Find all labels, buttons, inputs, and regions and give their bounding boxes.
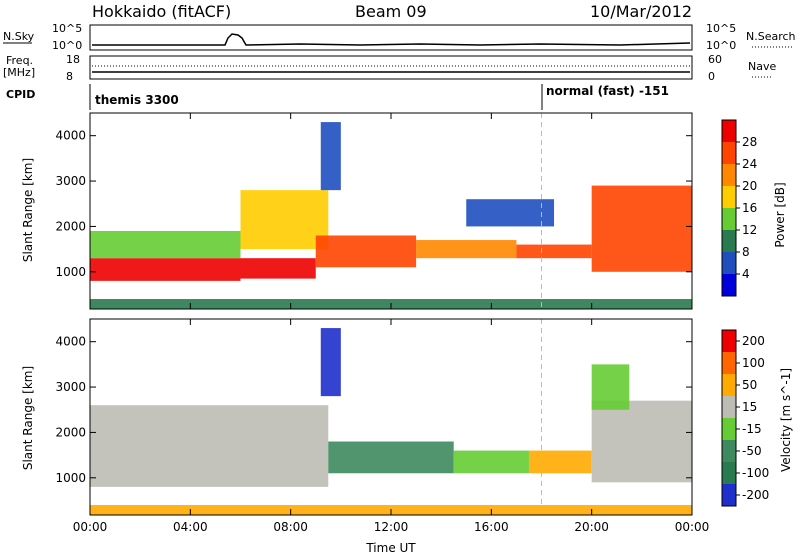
power-ylabel: Slant Range [km] xyxy=(21,158,35,262)
x-tick-label: 20:00 xyxy=(574,520,609,534)
data-region-1 xyxy=(328,441,454,474)
colorbar-tick-label: 24 xyxy=(742,157,757,171)
colorbar-tick-label: -15 xyxy=(742,422,762,436)
y-tick-label: 2000 xyxy=(55,219,86,233)
colorbar-swatch xyxy=(722,330,736,352)
colorbar-swatch xyxy=(722,230,736,252)
velocity-panel: 00:00 04:00 08:00 12:00 16:00 20:00 00:00 1000 2… xyxy=(55,318,769,534)
data-region-0 xyxy=(90,405,329,487)
date-title: 10/Mar/2012 xyxy=(590,2,692,21)
x-tick-label: 00:00 xyxy=(73,520,108,534)
colorbar-tick-label: 100 xyxy=(742,356,765,370)
nsky-tick-top: 10^5 xyxy=(52,22,82,35)
data-region-0 xyxy=(90,258,241,281)
freq-panel xyxy=(89,55,693,80)
colorbar-tick-label: 16 xyxy=(742,201,757,215)
colorbar-tick-label: -200 xyxy=(742,488,769,502)
colorbar-swatch xyxy=(722,208,736,230)
beam-title: Beam 09 xyxy=(355,2,427,21)
data-region-3 xyxy=(240,190,329,250)
colorbar-swatch xyxy=(722,374,736,396)
y-tick-label: 1000 xyxy=(55,471,86,485)
data-region-5 xyxy=(591,364,630,410)
x-tick-label: 08:00 xyxy=(273,520,308,534)
nsky-panel xyxy=(89,24,693,51)
x-tick-label: 04:00 xyxy=(173,520,208,534)
colorbar-tick-label: -50 xyxy=(742,444,762,458)
colorbar-swatch xyxy=(722,142,736,164)
nsearch-tick-bottom: 10^0 xyxy=(706,39,736,52)
nsearch-label: N.Search xyxy=(746,30,796,43)
colorbar-tick-label: 50 xyxy=(742,378,757,392)
nsky-trace xyxy=(92,33,691,46)
freq-label-2: [MHz] xyxy=(3,66,35,79)
colorbar-swatch xyxy=(722,252,736,274)
colorbar-swatch xyxy=(722,484,736,506)
colorbar-frame xyxy=(721,329,737,507)
colorbar-swatch xyxy=(722,396,736,418)
nsky-label: N.Sky xyxy=(3,30,35,43)
colorbar-tick-label: -100 xyxy=(742,466,769,480)
colorbar-swatch xyxy=(722,274,736,296)
y-tick-label: 2000 xyxy=(55,425,86,439)
x-tick-label: 16:00 xyxy=(474,520,509,534)
colorbar-swatch xyxy=(722,440,736,462)
data-region-8 xyxy=(466,199,555,227)
nave-tick-bottom: 0 xyxy=(708,70,715,83)
data-region-6 xyxy=(320,328,341,397)
data-region-5 xyxy=(416,240,517,259)
x-axis-label: Time UT xyxy=(365,541,416,554)
freq-tick-bottom: 8 xyxy=(66,70,73,83)
cpid-label: CPID xyxy=(6,88,35,101)
colorbar-swatch xyxy=(722,352,736,374)
power-colorbar-label: Power [dB] xyxy=(773,182,787,247)
x-tick-label: 00:00 xyxy=(675,520,710,534)
power-panel: 1000 2000 3000 4000 28 24 20 16 12 8 4 xyxy=(55,112,757,310)
cpid-segment-1: themis 3300 xyxy=(95,93,179,107)
y-tick-label: 4000 xyxy=(55,129,86,143)
velocity-colorbar-label: Velocity [m s^-1] xyxy=(779,368,793,472)
nsearch-tick-top: 10^5 xyxy=(706,22,736,35)
colorbar-tick-label: 12 xyxy=(742,223,757,237)
colorbar-tick-label: 15 xyxy=(742,400,757,414)
nave-label: Nave xyxy=(748,60,776,73)
y-tick-label: 3000 xyxy=(55,174,86,188)
y-tick-label: 4000 xyxy=(55,335,86,349)
data-region-2 xyxy=(453,450,529,474)
nave-tick-top: 60 xyxy=(708,53,722,66)
colorbar-swatch xyxy=(722,164,736,186)
freq-tick-top: 18 xyxy=(66,53,80,66)
data-region-3 xyxy=(528,450,592,474)
y-tick-label: 3000 xyxy=(55,380,86,394)
colorbar-swatch xyxy=(722,462,736,484)
colorbar-tick-label: 20 xyxy=(742,179,757,193)
data-region-1 xyxy=(90,230,241,259)
station-title: Hokkaido (fitACF) xyxy=(92,2,231,21)
data-region-6 xyxy=(516,244,592,259)
data-region-9 xyxy=(320,122,341,191)
y-tick-label: 1000 xyxy=(55,265,86,279)
data-region-4 xyxy=(315,235,417,268)
colorbar-swatch xyxy=(722,120,736,142)
colorbar-swatch xyxy=(722,186,736,208)
colorbar-tick-label: 4 xyxy=(742,267,750,281)
colorbar-swatch xyxy=(722,418,736,440)
data-region-2 xyxy=(240,258,316,279)
freq-label-1: Freq. xyxy=(6,54,33,67)
colorbar-tick-label: 28 xyxy=(742,135,757,149)
colorbar-tick-label: 8 xyxy=(742,245,750,259)
colorbar-tick-label: 200 xyxy=(742,334,765,348)
nsky-tick-bottom: 10^0 xyxy=(52,39,82,52)
data-region-4 xyxy=(591,400,692,483)
cpid-segment-2: normal (fast) -151 xyxy=(546,84,669,98)
velocity-ylabel: Slant Range [km] xyxy=(21,366,35,470)
x-tick-label: 12:00 xyxy=(374,520,409,534)
data-region-7 xyxy=(591,185,692,272)
